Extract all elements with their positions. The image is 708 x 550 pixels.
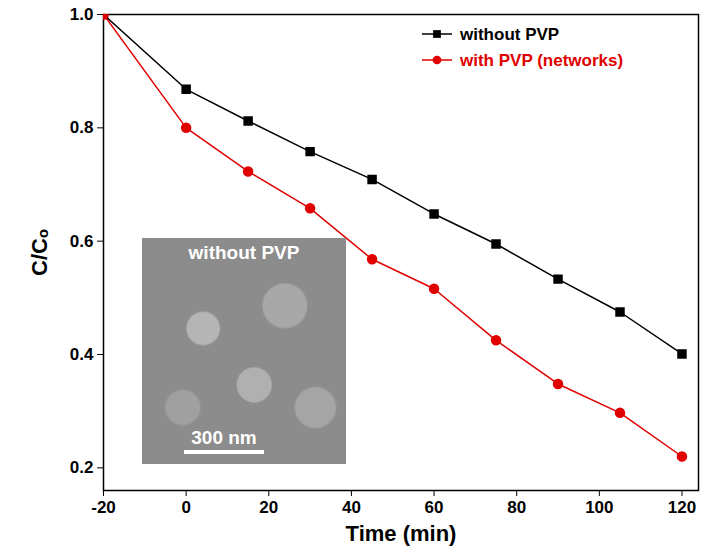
svg-text:with PVP (networks): with PVP (networks)	[459, 51, 623, 70]
svg-text:0.8: 0.8	[70, 118, 94, 137]
svg-text:20: 20	[259, 498, 278, 517]
svg-text:100: 100	[585, 498, 613, 517]
svg-text:-20: -20	[91, 498, 116, 517]
svg-text:1.0: 1.0	[70, 5, 94, 24]
svg-text:Time (min): Time (min)	[346, 521, 457, 546]
svg-text:0: 0	[181, 498, 190, 517]
svg-text:60: 60	[425, 498, 444, 517]
svg-text:120: 120	[668, 498, 696, 517]
html-text:without PVP: without PVP	[188, 242, 300, 263]
svg-text:80: 80	[507, 498, 526, 517]
html-text:300 nm: 300 nm	[191, 427, 257, 448]
svg-text:0.2: 0.2	[70, 458, 94, 477]
svg-text:without PVP: without PVP	[459, 25, 559, 44]
svg-text:0.4: 0.4	[70, 345, 94, 364]
svg-text:C/Cₒ: C/Cₒ	[27, 229, 52, 276]
svg-text:0.6: 0.6	[70, 232, 94, 251]
svg-text:40: 40	[342, 498, 361, 517]
